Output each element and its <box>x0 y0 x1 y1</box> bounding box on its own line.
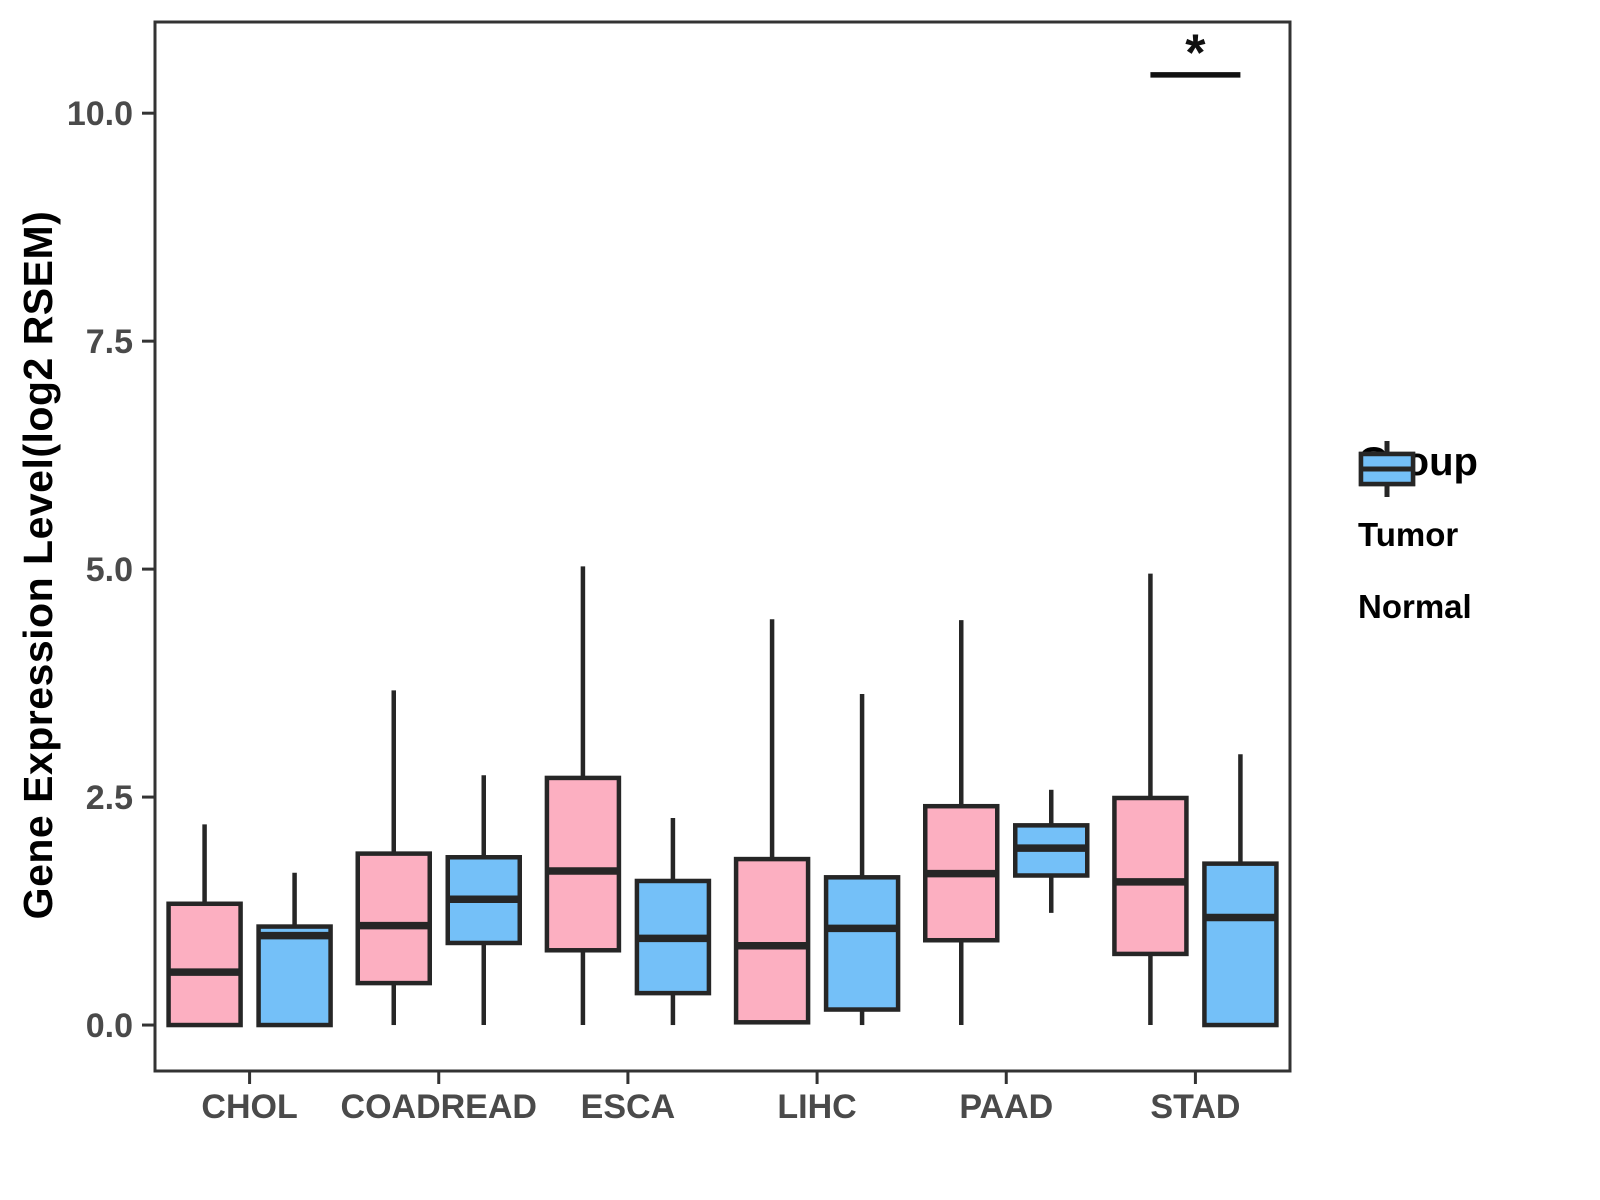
y-tick-label: 10.0 <box>67 95 133 133</box>
boxplot-key-icon <box>1358 441 1416 497</box>
y-tick-label: 7.5 <box>86 323 133 361</box>
box-tumor-coadread <box>355 851 432 986</box>
x-tick-label-chol: CHOL <box>201 1088 297 1126</box>
box-tumor-lihc <box>733 856 811 1025</box>
legend-entry-label: Normal <box>1358 588 1472 625</box>
x-tick-label-esca: ESCA <box>581 1088 675 1126</box>
significance-star: * <box>1185 25 1206 83</box>
box-tumor-esca <box>544 775 622 953</box>
y-tick-label: 2.5 <box>86 779 133 817</box>
legend-entry-normal: Normal <box>1358 441 1478 635</box>
y-tick-label: 5.0 <box>86 551 133 589</box>
legend-entry-label: Tumor <box>1358 516 1459 553</box>
x-tick-label-lihc: LIHC <box>777 1088 856 1126</box>
box-tumor-chol <box>166 901 243 1028</box>
box-normal-chol <box>256 924 333 1028</box>
x-tick-label-coadread: COADREAD <box>341 1088 537 1126</box>
y-axis-title: Gene Expression Level(log2 RSEM) <box>15 210 61 920</box>
legend: Group Tumor Normal <box>1358 440 1478 651</box>
panel-background <box>155 22 1290 1071</box>
x-tick-label-paad: PAAD <box>959 1088 1053 1126</box>
y-tick-label: 0.0 <box>86 1007 133 1045</box>
panel-border <box>153 20 1292 1073</box>
legend-entry-tumor: Tumor <box>1358 441 1478 563</box>
box-normal-lihc <box>823 875 901 1012</box>
box-normal-stad <box>1202 861 1279 1028</box>
box-tumor-stad <box>1112 795 1189 957</box>
x-tick-label-stad: STAD <box>1150 1088 1240 1126</box>
